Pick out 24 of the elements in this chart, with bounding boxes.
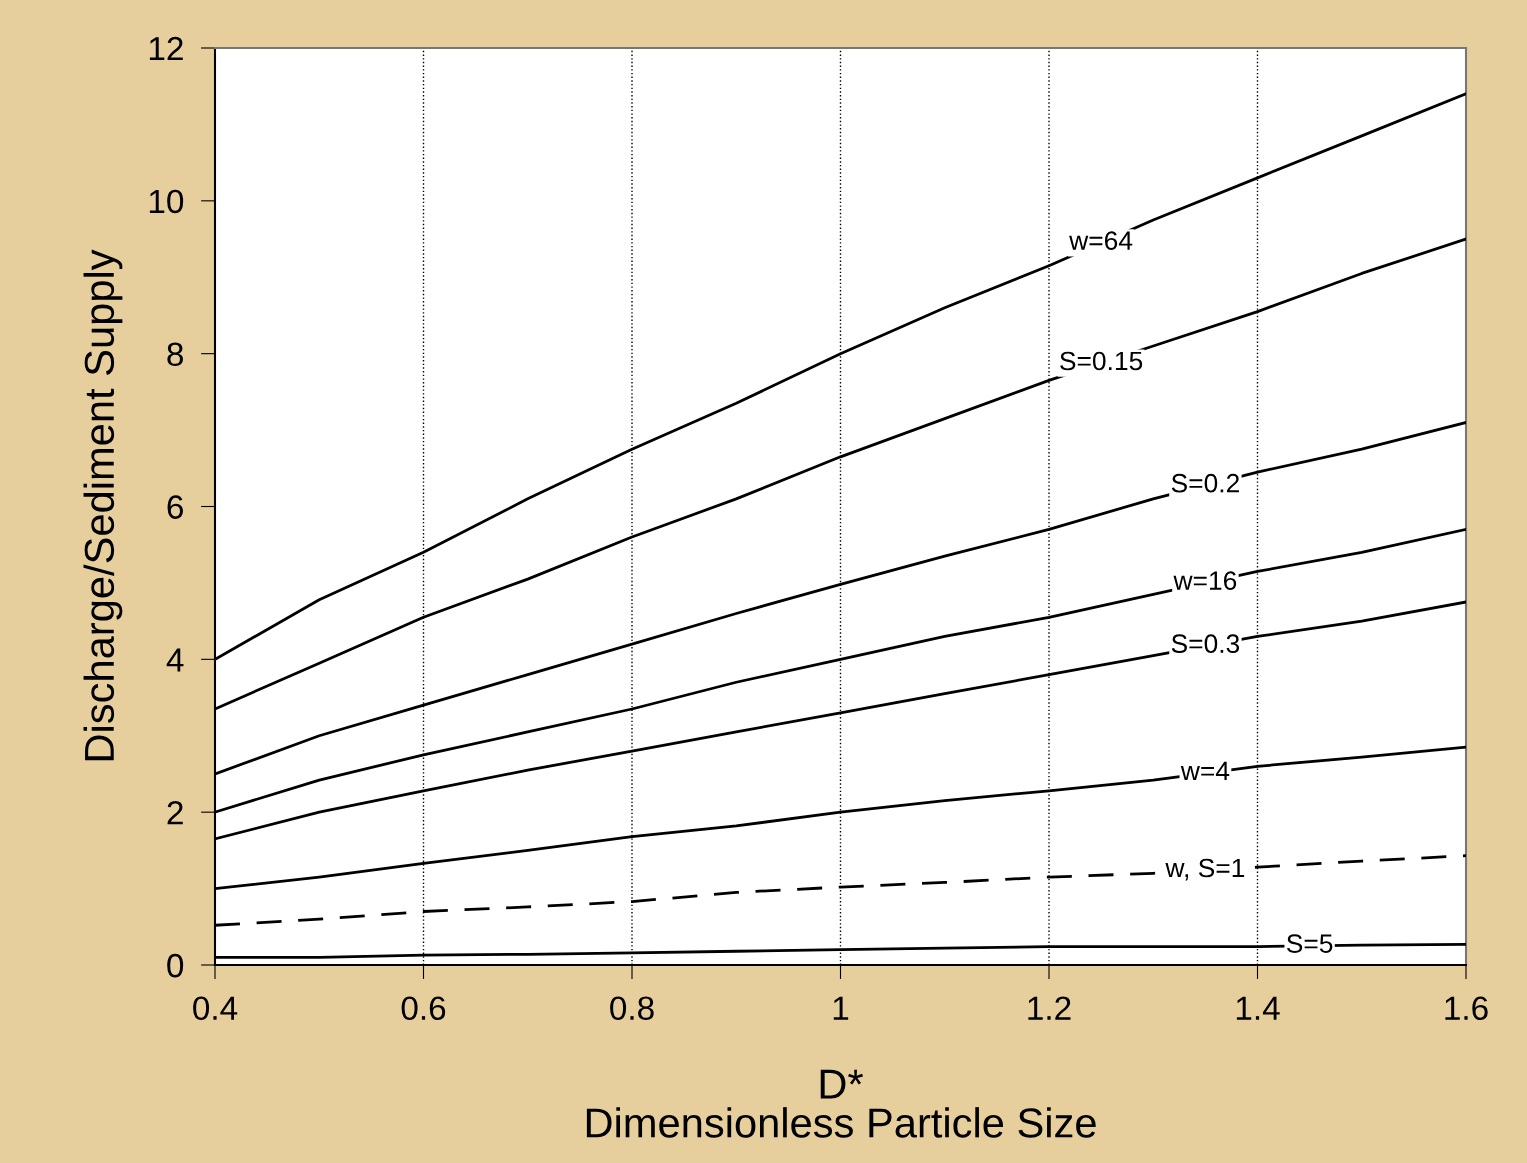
y-tick-label: 4 [166,648,184,672]
y-tick-label: 10 [149,189,184,214]
series-label: w=16 [1173,571,1237,590]
series-label: S=0.3 [1171,634,1240,654]
series-label: w=4 [1180,761,1230,781]
x-tick-label: 1.6 [1445,996,1488,1021]
x-tick-label: 1.4 [1236,996,1280,1020]
x-tick-label: 0.4 [193,996,238,1021]
y-tick-label: 8 [167,342,183,367]
y-tick-label: 0 [167,953,184,978]
x-axis-title: D* Dimensionless Particle Size [586,1069,1096,1138]
x-tick-label: 0.6 [401,996,446,1021]
series-label: w=64 [1069,231,1133,250]
series-label: S=5 [1286,934,1333,953]
y-axis-title: Discharge/Sediment Supply [83,249,123,761]
series-label: w, S=1 [1165,858,1245,881]
y-tick-label: 6 [167,495,183,519]
y-tick-label: 2 [167,800,183,825]
x-tick-label: 0.8 [610,996,654,1021]
series-label: S=0.2 [1171,473,1239,493]
series-label: S=0.15 [1060,351,1143,371]
x-tick-label: 1.2 [1028,996,1071,1020]
x-tick-label: 1 [833,996,849,1020]
y-tick-label: 12 [149,36,183,61]
